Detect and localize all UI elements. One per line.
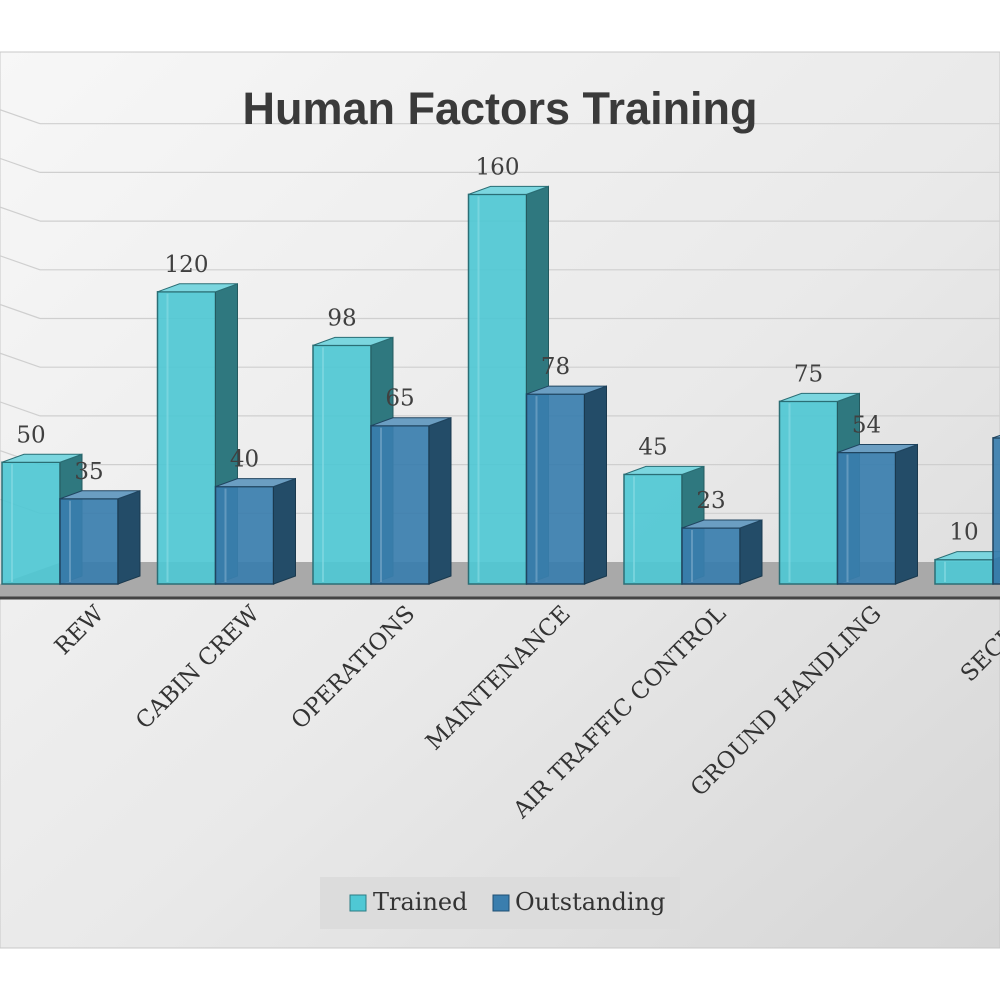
bar-front (312, 344, 372, 585)
legend-label-trained: Trained (373, 888, 468, 916)
bar-front (836, 451, 897, 585)
data-label-trained-3: 98 (327, 305, 356, 331)
bar-side (584, 385, 607, 585)
bar-side (117, 490, 141, 585)
data-label-trained-1: 50 (16, 422, 45, 448)
data-labels: 50 35 120 40 98 65 160 78 45 23 75 54 10 (16, 154, 978, 545)
gridline-side (0, 206, 41, 222)
data-label-trained-6: 75 (794, 361, 823, 387)
bar-front (370, 424, 430, 585)
gridline-side (0, 401, 41, 417)
gridline-side (0, 157, 41, 173)
bar-top (157, 283, 238, 293)
bar-outstanding-2 (214, 477, 296, 585)
bar-top (992, 434, 1000, 439)
bar-front (467, 193, 528, 585)
legend-label-outstanding: Outstanding (515, 888, 665, 916)
data-label-outstanding-2: 40 (230, 447, 259, 473)
bar-front (623, 473, 683, 585)
data-label-trained-5: 45 (638, 434, 667, 460)
gridline-side (0, 352, 41, 368)
bar-front (778, 400, 839, 585)
legend-swatch-trained (349, 894, 367, 912)
bar-front (214, 485, 275, 585)
bar-top (215, 478, 296, 488)
bar-top (468, 185, 549, 195)
legend-swatch-outstanding (492, 894, 510, 912)
gridline-side (0, 109, 41, 125)
bar-top (837, 444, 918, 454)
bar-top (779, 392, 860, 402)
bar-side (428, 417, 452, 585)
bar-outstanding-1 (59, 490, 141, 585)
bar-top (370, 417, 452, 427)
bars (1, 185, 1000, 585)
bar-top (312, 336, 394, 346)
bar-front (1, 461, 61, 585)
bar-top (1, 453, 83, 463)
bar-outstanding-4 (525, 385, 607, 585)
bar-outstanding-6 (836, 443, 918, 585)
gridline-side (0, 255, 41, 271)
data-label-outstanding-1: 35 (74, 459, 103, 485)
bar-top (59, 490, 141, 500)
bar-outstanding-7 (992, 434, 1000, 585)
bar-side (895, 443, 918, 585)
bar-top (526, 385, 607, 395)
bar-top (934, 551, 1000, 561)
data-label-trained-7: 10 (949, 520, 978, 546)
bar-outstanding-5 (681, 519, 763, 585)
bar-trained-7 (934, 551, 1000, 585)
bar-front (59, 498, 119, 585)
bar-front (156, 291, 217, 585)
data-label-outstanding-5: 23 (696, 488, 725, 514)
bar-side (273, 477, 296, 585)
bar-top (623, 465, 705, 475)
data-label-trained-2: 120 (165, 252, 209, 278)
data-label-outstanding-3: 65 (385, 386, 414, 412)
data-label-outstanding-4: 78 (541, 354, 570, 380)
data-label-outstanding-6: 54 (852, 413, 881, 439)
data-label-trained-4: 160 (476, 154, 520, 180)
bar-front (525, 393, 586, 585)
bar-trained-2 (156, 283, 238, 585)
chart-title: Human Factors Training (242, 83, 757, 134)
bar-outstanding-3 (370, 417, 452, 585)
bar-front (934, 558, 994, 585)
gridline-side (0, 303, 41, 320)
bar-top (681, 519, 763, 529)
legend: Trained Outstanding (320, 877, 680, 929)
bar-front (681, 527, 741, 585)
bar-front (992, 437, 1000, 585)
bar-side (739, 519, 763, 585)
